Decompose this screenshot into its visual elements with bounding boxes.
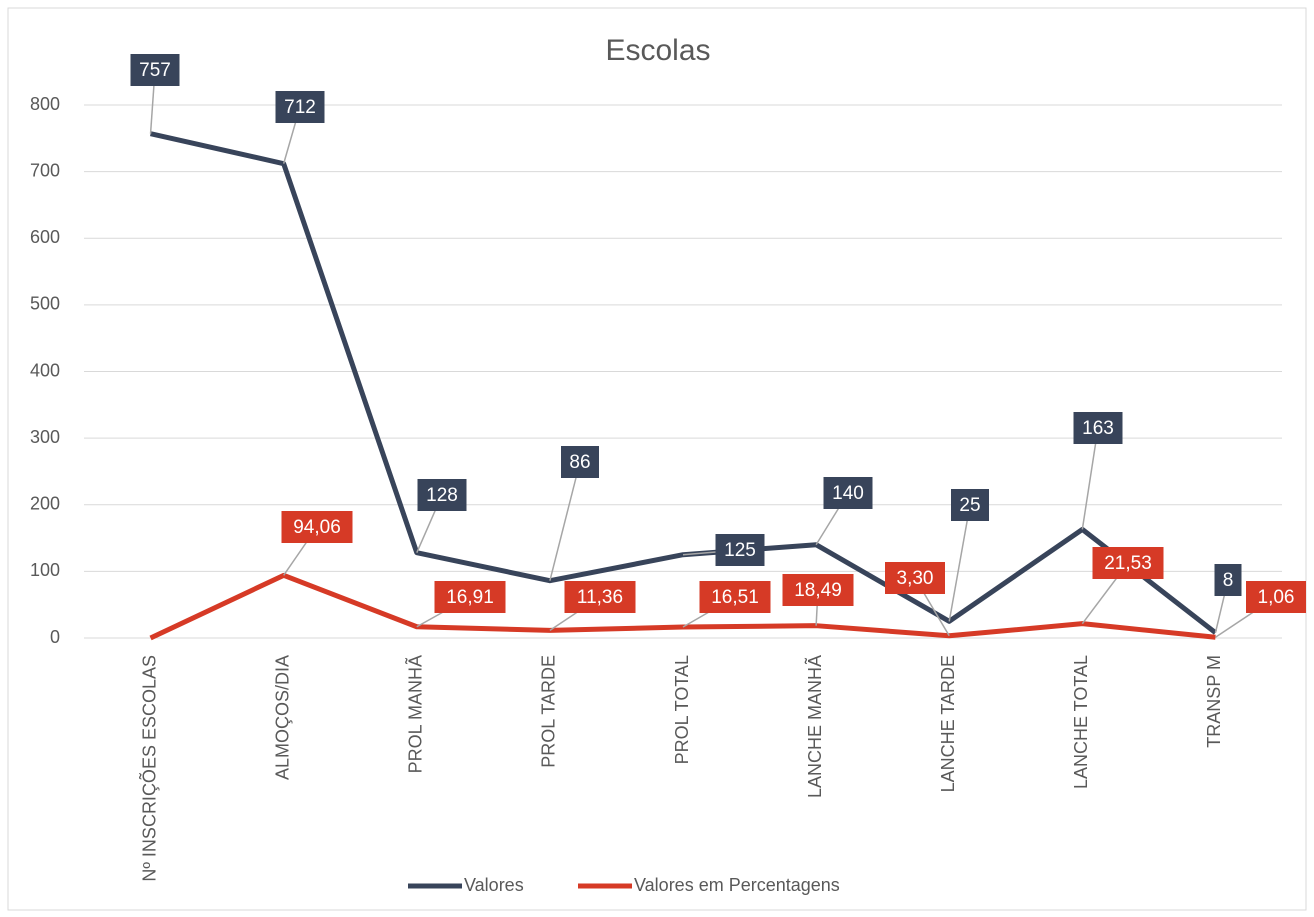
data-label: 16,91 [446,587,494,608]
data-label: 125 [724,540,756,561]
x-tick-label: PROL TOTAL [672,655,692,764]
data-label-box [434,581,506,613]
data-label: 18,49 [794,580,842,601]
x-tick-label: LANCHE TARDE [938,655,958,792]
data-label-box [782,574,854,606]
data-label: 86 [569,452,590,473]
x-tick-label: ALMOÇOS/DIA [272,655,292,780]
data-label-box [1092,547,1164,579]
data-label-box [699,581,771,613]
data-label: 21,53 [1104,553,1152,574]
data-label-box [275,91,325,123]
data-label-box [823,477,873,509]
data-label-box [561,446,599,478]
x-tick-label: TRANSP M [1204,655,1224,748]
data-label: 712 [284,97,316,118]
leader-line [948,504,971,622]
data-label-box [1246,581,1306,613]
y-tick-label: 0 [50,627,60,647]
data-label: 94,06 [293,517,341,538]
y-tick-label: 600 [30,227,60,247]
data-label: 11,36 [577,587,623,608]
data-label-box [715,534,765,566]
x-tick-label: PROL MANHÃ [405,655,426,773]
leader-line [1081,427,1099,530]
y-tick-label: 100 [30,560,60,580]
data-label-box [130,54,180,86]
data-label-box [951,489,989,521]
data-label: 140 [832,483,864,504]
legend-label: Valores em Percentagens [634,875,840,895]
chart-title: Escolas [605,34,710,67]
x-tick-label: LANCHE MANHÃ [804,655,825,798]
y-tick-label: 200 [30,494,60,514]
data-label: 1,06 [1258,587,1295,608]
y-tick-label: 300 [30,427,60,447]
data-label: 16,51 [711,587,759,608]
data-label-box [564,581,636,613]
leader-line [549,461,581,581]
y-tick-label: 500 [30,294,60,314]
data-label-box [417,479,467,511]
x-tick-label: LANCHE TOTAL [1071,655,1091,789]
data-label: 8 [1223,570,1234,591]
data-label-box [1073,412,1123,444]
data-label: 3,30 [897,568,934,589]
data-label-box [885,562,945,594]
y-tick-label: 400 [30,360,60,380]
data-label-box [1214,564,1242,596]
data-label: 757 [139,60,171,81]
x-tick-label: Nº INSCRIÇÕES ESCOLAS [138,655,159,882]
legend-label: Valores [464,875,524,895]
data-label: 128 [426,485,458,506]
data-label: 163 [1082,418,1114,439]
y-tick-label: 800 [30,94,60,114]
y-tick-label: 700 [30,160,60,180]
x-tick-label: PROL TARDE [539,655,559,768]
chart-border [7,7,1307,911]
data-label-box [281,511,353,543]
data-label: 25 [959,495,980,516]
